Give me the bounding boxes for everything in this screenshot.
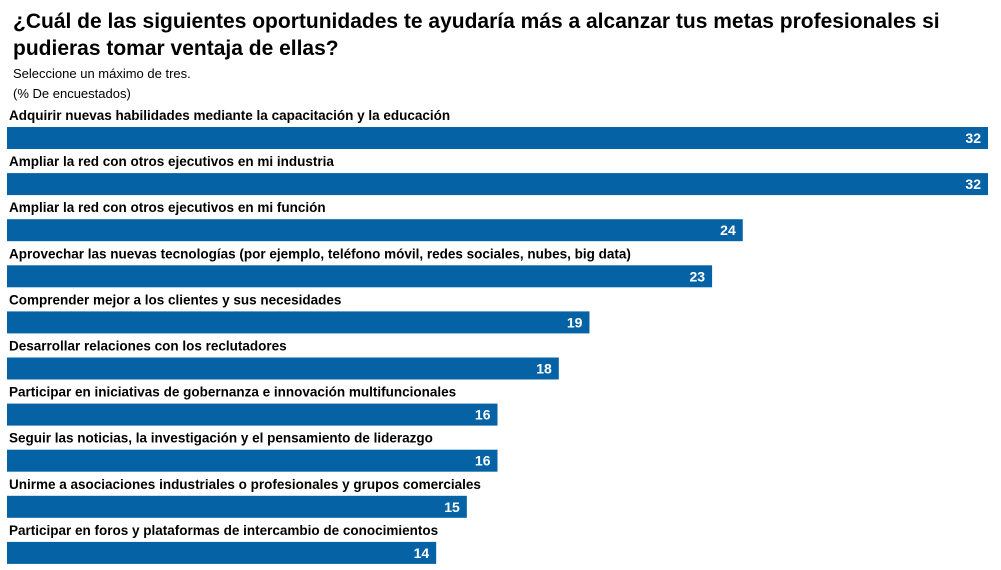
- bar: [7, 219, 743, 242]
- category-label: Unirme a asociaciones industriales o pro…: [9, 477, 481, 492]
- value-label: 16: [475, 407, 491, 423]
- category-label: Participar en foros y plataformas de int…: [9, 523, 438, 538]
- bar: [7, 127, 988, 149]
- category-label: Ampliar la red con otros ejecutivos en m…: [9, 154, 334, 169]
- bar: [7, 495, 467, 518]
- value-label: 24: [720, 222, 736, 238]
- bar: [7, 541, 437, 564]
- value-label: 14: [414, 545, 430, 561]
- value-label: 32: [965, 176, 981, 192]
- category-label: Desarrollar relaciones con los reclutado…: [9, 339, 287, 354]
- value-label: 19: [567, 314, 583, 330]
- category-label: Adquirir nuevas habilidades mediante la …: [9, 108, 450, 123]
- bar: [7, 265, 713, 288]
- category-label: Comprender mejor a los clientes y sus ne…: [9, 292, 341, 307]
- unit-note: (% De encuestados): [13, 86, 131, 101]
- bar: [7, 449, 498, 472]
- value-label: 32: [965, 130, 981, 146]
- value-label: 15: [444, 499, 460, 515]
- category-label: Participar en iniciativas de gobernanza …: [9, 385, 456, 400]
- value-label: 18: [536, 361, 552, 377]
- category-label: Ampliar la red con otros ejecutivos en m…: [9, 200, 326, 215]
- bar: [7, 357, 559, 380]
- chart-title: ¿Cuál de las siguientes oportunidades te…: [13, 10, 940, 60]
- category-label: Aprovechar las nuevas tecnologías (por e…: [9, 246, 631, 261]
- chart-subtitle: Seleccione un máximo de tres.: [13, 66, 191, 81]
- value-label: 23: [690, 268, 706, 284]
- category-label: Seguir las noticias, la investigación y …: [9, 431, 433, 446]
- bar: [7, 403, 498, 426]
- value-label: 16: [475, 453, 491, 469]
- bar: [7, 311, 590, 334]
- bar: [7, 173, 988, 196]
